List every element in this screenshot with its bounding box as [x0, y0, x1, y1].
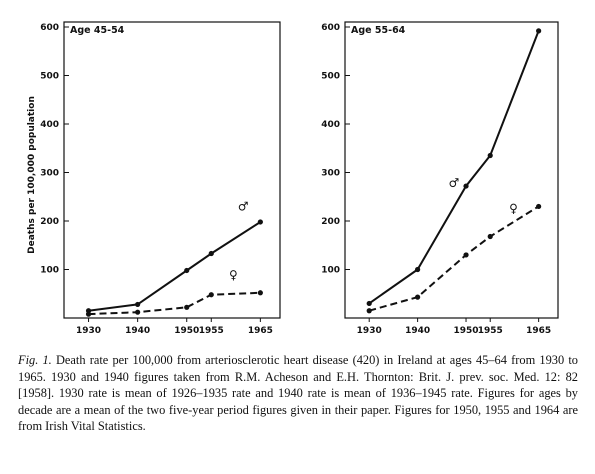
- data-point: [208, 292, 214, 298]
- series-line-female: [368, 205, 540, 312]
- data-point: [536, 28, 542, 34]
- data-point: [366, 308, 372, 314]
- x-tick-label: 1965: [526, 326, 551, 336]
- data-point: [366, 300, 372, 307]
- series-line-male: [88, 221, 261, 312]
- x-tick-label: 1950: [174, 326, 199, 336]
- y-tick-label: 400: [321, 120, 340, 130]
- y-tick-label: 100: [321, 266, 340, 276]
- plot-frame: [344, 21, 559, 319]
- y-tick-label: 100: [40, 266, 59, 276]
- x-tick-label: 1930: [357, 326, 382, 336]
- data-point: [487, 233, 493, 240]
- data-point: [463, 183, 469, 189]
- y-tick-label: 600: [321, 23, 340, 33]
- y-tick-label: 200: [321, 217, 340, 227]
- data-point: [463, 252, 469, 258]
- x-tick-label: 1950: [453, 326, 478, 336]
- data-point: [415, 294, 421, 300]
- data-point: [257, 219, 263, 225]
- x-tick-label: 1940: [405, 326, 430, 336]
- data-point: [135, 309, 141, 315]
- caption-lead: Fig. 1.: [18, 353, 52, 367]
- y-tick-label: 300: [40, 169, 59, 179]
- series-symbol-male: ♂: [238, 199, 249, 213]
- x-tick-label: 1940: [125, 326, 150, 336]
- series-line-female: [88, 291, 261, 316]
- data-point: [184, 304, 190, 310]
- panel-title: Age 55-64: [351, 25, 406, 36]
- series-line-male: [368, 30, 540, 305]
- data-point: [257, 290, 263, 296]
- data-point: [135, 301, 141, 308]
- data-point: [184, 267, 190, 274]
- plot-frame: [63, 21, 281, 319]
- x-tick-label: 1955: [199, 326, 224, 336]
- data-point: [487, 152, 493, 159]
- x-tick-label: 1930: [76, 326, 101, 336]
- y-tick-label: 400: [40, 120, 59, 130]
- y-axis-label: Deaths per 100,000 population: [27, 96, 37, 254]
- data-point: [208, 250, 214, 257]
- chart-panel-2: 100 200 300 400 500 600 1930 1940 1950 1955 1965 Ag…: [321, 21, 559, 336]
- series-symbol-female: ♀: [229, 268, 238, 282]
- series-symbol-male: ♂: [449, 176, 460, 190]
- data-point: [415, 266, 421, 273]
- data-point: [536, 203, 542, 210]
- figure-caption: Fig. 1. Death rate per 100,000 from arte…: [18, 352, 578, 435]
- series-symbol-female: ♀: [509, 201, 518, 215]
- y-tick-label: 600: [40, 23, 59, 33]
- caption-text: Death rate per 100,000 from arterioscler…: [18, 353, 578, 434]
- x-tick-label: 1965: [248, 326, 273, 336]
- panel-title: Age 45-54: [70, 25, 125, 36]
- data-point: [85, 311, 92, 317]
- y-tick-label: 500: [40, 72, 59, 82]
- y-tick-label: 300: [321, 169, 340, 179]
- x-tick-label: 1955: [478, 326, 503, 336]
- chart-panel-1: 100 200 300 400 500 600 1930 1940 1950 1955 1965 Ag…: [27, 21, 281, 336]
- y-tick-label: 500: [321, 72, 340, 82]
- y-tick-label: 200: [40, 217, 59, 227]
